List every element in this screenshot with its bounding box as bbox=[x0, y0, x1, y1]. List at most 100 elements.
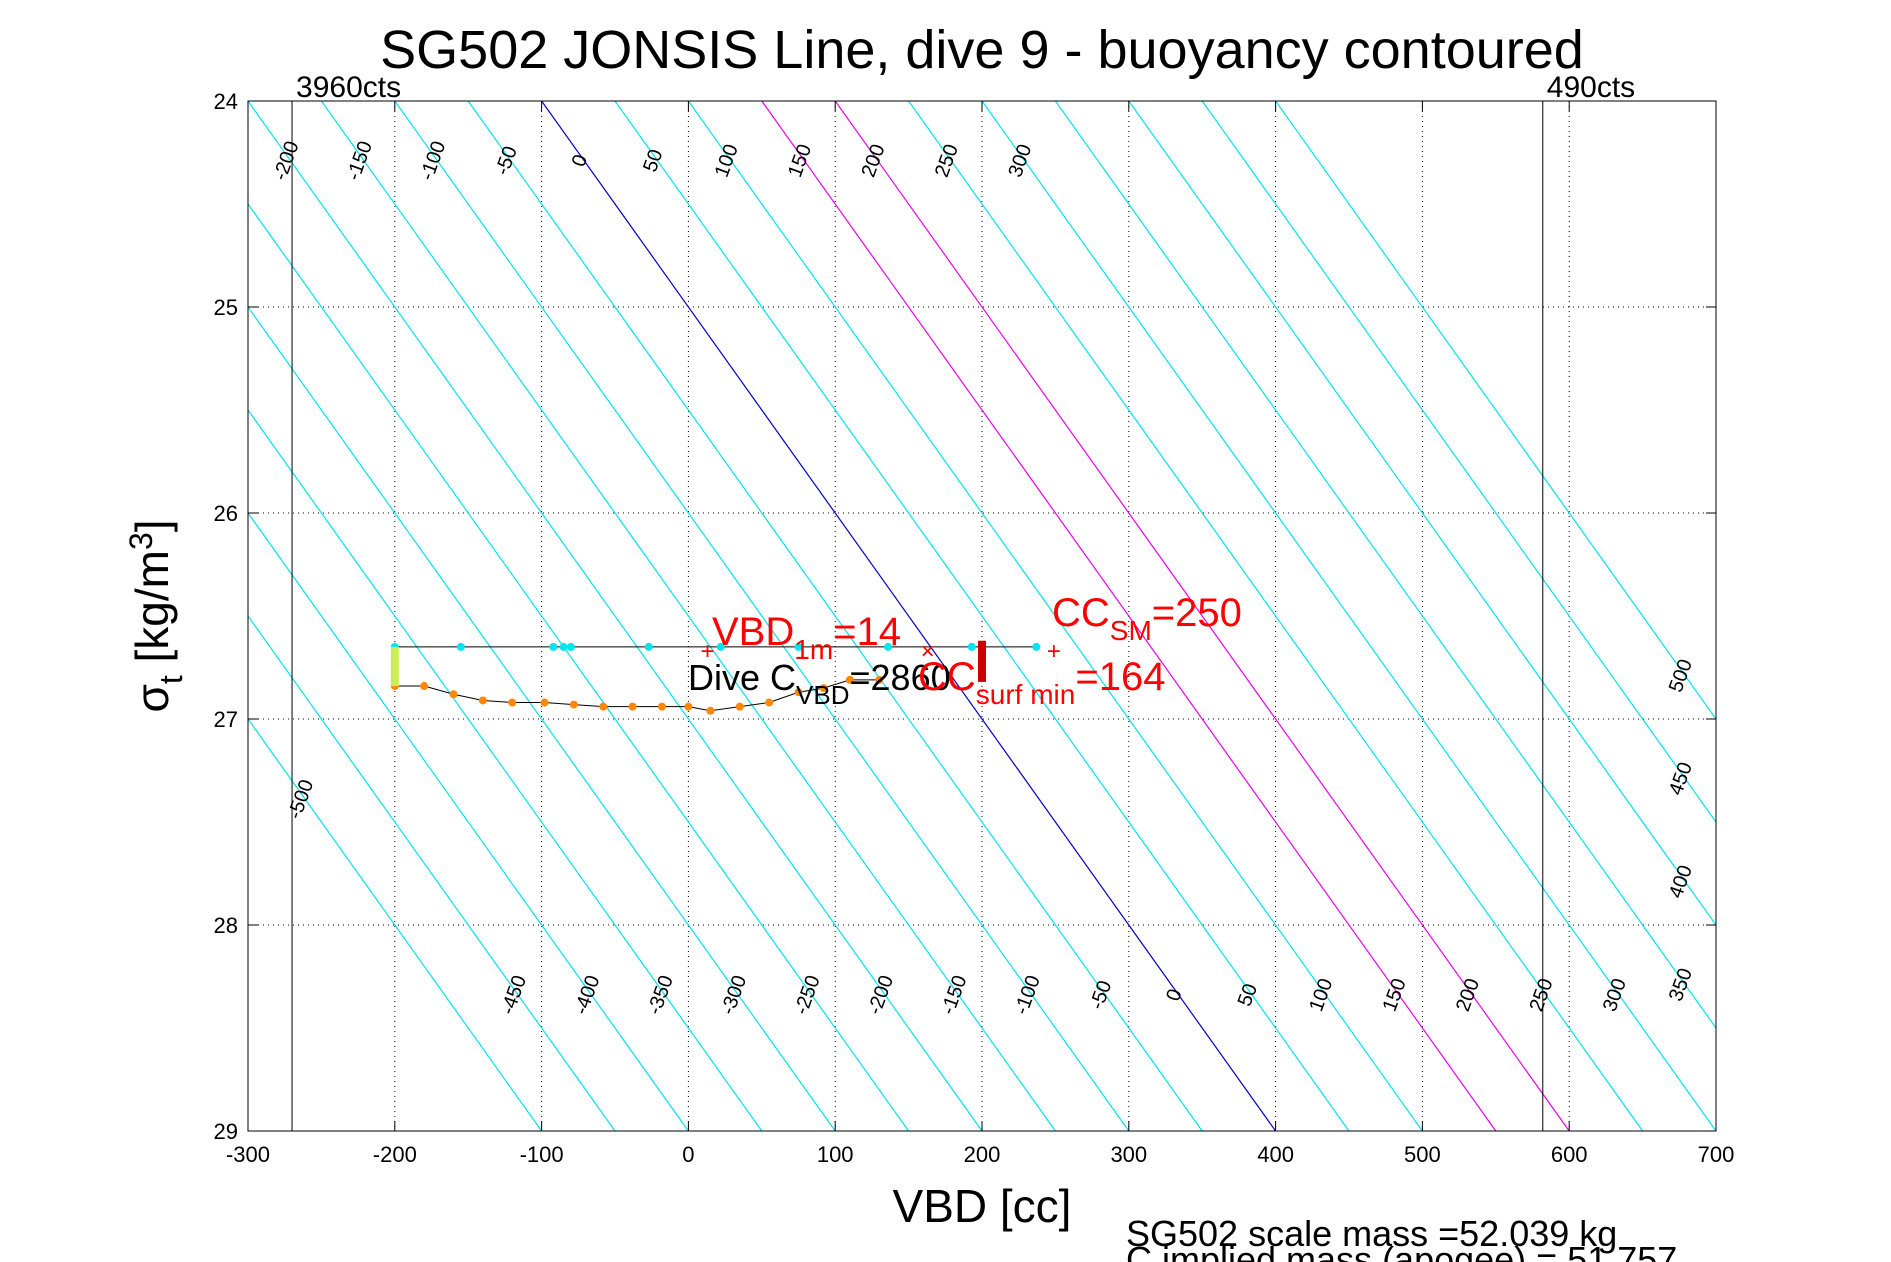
data-point bbox=[508, 698, 517, 707]
svg-text:σt [kg/m3]: σt [kg/m3] bbox=[123, 519, 189, 712]
data-point bbox=[875, 675, 884, 684]
annotation-dive-c-value: =2860 bbox=[850, 657, 951, 698]
data-point bbox=[540, 698, 549, 707]
contour-line bbox=[248, 101, 983, 1131]
data-point bbox=[706, 706, 715, 715]
x-tick-label: 600 bbox=[1551, 1142, 1588, 1167]
contour-line bbox=[248, 305, 836, 1131]
annotation-cc-surf-sub: surf min bbox=[976, 679, 1076, 710]
x-tick-label: 200 bbox=[964, 1142, 1001, 1167]
footer-scale-mass: SG502 scale mass =52.039 kg bbox=[1126, 1213, 1617, 1254]
count-label: 490cts bbox=[1547, 71, 1635, 104]
y-tick-label: 29 bbox=[214, 1119, 238, 1144]
footer-implied-mass-symbol: C bbox=[1126, 1239, 1152, 1262]
contour-line bbox=[908, 101, 1644, 1131]
contour-line bbox=[834, 101, 1570, 1131]
annotation-dive-c-vbd: Dive CVBD=2860 bbox=[688, 657, 951, 710]
x-tick-label: 500 bbox=[1404, 1142, 1441, 1167]
contour-line bbox=[614, 101, 1350, 1131]
contour-line bbox=[248, 511, 689, 1131]
data-point bbox=[657, 702, 666, 711]
data-point bbox=[967, 642, 976, 651]
y-axis-label-symbol: σ bbox=[126, 684, 178, 712]
y-tick-label: 27 bbox=[214, 707, 238, 732]
data-point bbox=[794, 642, 803, 651]
data-point bbox=[1032, 642, 1041, 651]
apogee-point-stack bbox=[978, 640, 986, 682]
annotation-cc-sm: CCSM=250 bbox=[1052, 591, 1242, 646]
annotation-dive-c-main: Dive C bbox=[688, 657, 796, 698]
buoyancy-contours bbox=[248, 101, 1716, 1131]
data-point bbox=[478, 696, 487, 705]
footer-implied-mass-text: implied mass (apogee) = 51.757 bbox=[1152, 1239, 1677, 1262]
y-tick-label: 25 bbox=[214, 295, 238, 320]
data-point bbox=[819, 684, 828, 693]
data-point bbox=[735, 702, 744, 711]
x-tick-label: 400 bbox=[1257, 1142, 1294, 1167]
annotation-vbd-1m: VBD1m=14 bbox=[712, 610, 901, 665]
data-point bbox=[644, 642, 653, 651]
contour-line bbox=[467, 101, 1203, 1131]
contour-line bbox=[1201, 101, 1716, 824]
contour-line bbox=[248, 614, 616, 1131]
vbd-count-lines: 3960cts 490cts bbox=[291, 71, 1635, 1131]
data-point bbox=[845, 675, 854, 684]
annotation-cc-sm-sub: SM bbox=[1110, 615, 1152, 646]
y-axis-label-unit: [kg/m bbox=[126, 550, 178, 675]
x-tick-label: 300 bbox=[1110, 1142, 1147, 1167]
contour-line bbox=[248, 202, 910, 1131]
x-axis-label: VBD [cc] bbox=[893, 1180, 1072, 1232]
contour-line bbox=[320, 101, 1056, 1131]
annotation-cc-sm-main: CC bbox=[1052, 591, 1110, 635]
annotation-vbd-1m-main: VBD bbox=[712, 610, 794, 654]
annotation-vbd-1m-sub: 1m bbox=[794, 634, 833, 665]
data-point bbox=[420, 682, 429, 691]
annotation-cc-surf-value: =164 bbox=[1075, 655, 1165, 699]
x-tick-label: 100 bbox=[817, 1142, 854, 1167]
y-axis-label-end: ] bbox=[126, 519, 178, 532]
data-point bbox=[549, 642, 558, 651]
annotation-cc-surf-min: CCsurf min=164 bbox=[918, 655, 1165, 710]
data-point bbox=[684, 702, 693, 711]
x-tick-label: 0 bbox=[682, 1142, 694, 1167]
x-tick-label: -100 bbox=[520, 1142, 564, 1167]
data-series bbox=[390, 640, 1041, 715]
x-tick-label: 700 bbox=[1698, 1142, 1735, 1167]
data-point bbox=[884, 642, 893, 651]
x-tick-label: -300 bbox=[226, 1142, 270, 1167]
contour-line bbox=[248, 717, 543, 1131]
contour-line bbox=[1128, 101, 1716, 927]
y-axis-label: σt [kg/m3] bbox=[123, 519, 189, 712]
data-point bbox=[566, 642, 575, 651]
contour-line bbox=[761, 101, 1497, 1131]
data-point bbox=[599, 702, 608, 711]
contour-line bbox=[687, 101, 1423, 1131]
contour-line bbox=[541, 101, 1277, 1131]
data-point bbox=[559, 642, 568, 651]
x-tick-label: -200 bbox=[373, 1142, 417, 1167]
annotation-cc-surf-main: CC bbox=[918, 655, 976, 699]
data-point bbox=[716, 642, 725, 651]
count-label: 3960cts bbox=[296, 71, 401, 104]
marker: + bbox=[1047, 638, 1061, 665]
data-point bbox=[628, 702, 637, 711]
y-axis-label-sub: t bbox=[153, 675, 189, 684]
contour-line bbox=[394, 101, 1130, 1131]
x-ticks: -300 -200 -100 0 100 200 300 400 500 600 700 bbox=[226, 101, 1734, 1167]
data-point bbox=[449, 690, 458, 699]
y-ticks: 24 25 26 27 28 29 bbox=[214, 89, 1716, 1144]
data-point bbox=[765, 698, 774, 707]
footer-implied-mass: C implied mass (apogee) = 51.757 bbox=[1126, 1239, 1677, 1262]
start-point-stack bbox=[390, 646, 399, 687]
annotation-cc-sm-value: =250 bbox=[1152, 591, 1242, 635]
annotation-vbd-1m-value: =14 bbox=[833, 610, 901, 654]
chart-title: SG502 JONSIS Line, dive 9 - buoyancy con… bbox=[380, 20, 1584, 80]
marker: × bbox=[921, 638, 935, 665]
data-point bbox=[569, 700, 578, 709]
y-axis-label-sup: 3 bbox=[123, 532, 159, 550]
contour-line bbox=[1054, 101, 1716, 1030]
contour-line bbox=[981, 101, 1716, 1131]
contour-line bbox=[1275, 101, 1716, 721]
y-tick-label: 28 bbox=[214, 913, 238, 938]
markers: + + × bbox=[700, 638, 1060, 665]
